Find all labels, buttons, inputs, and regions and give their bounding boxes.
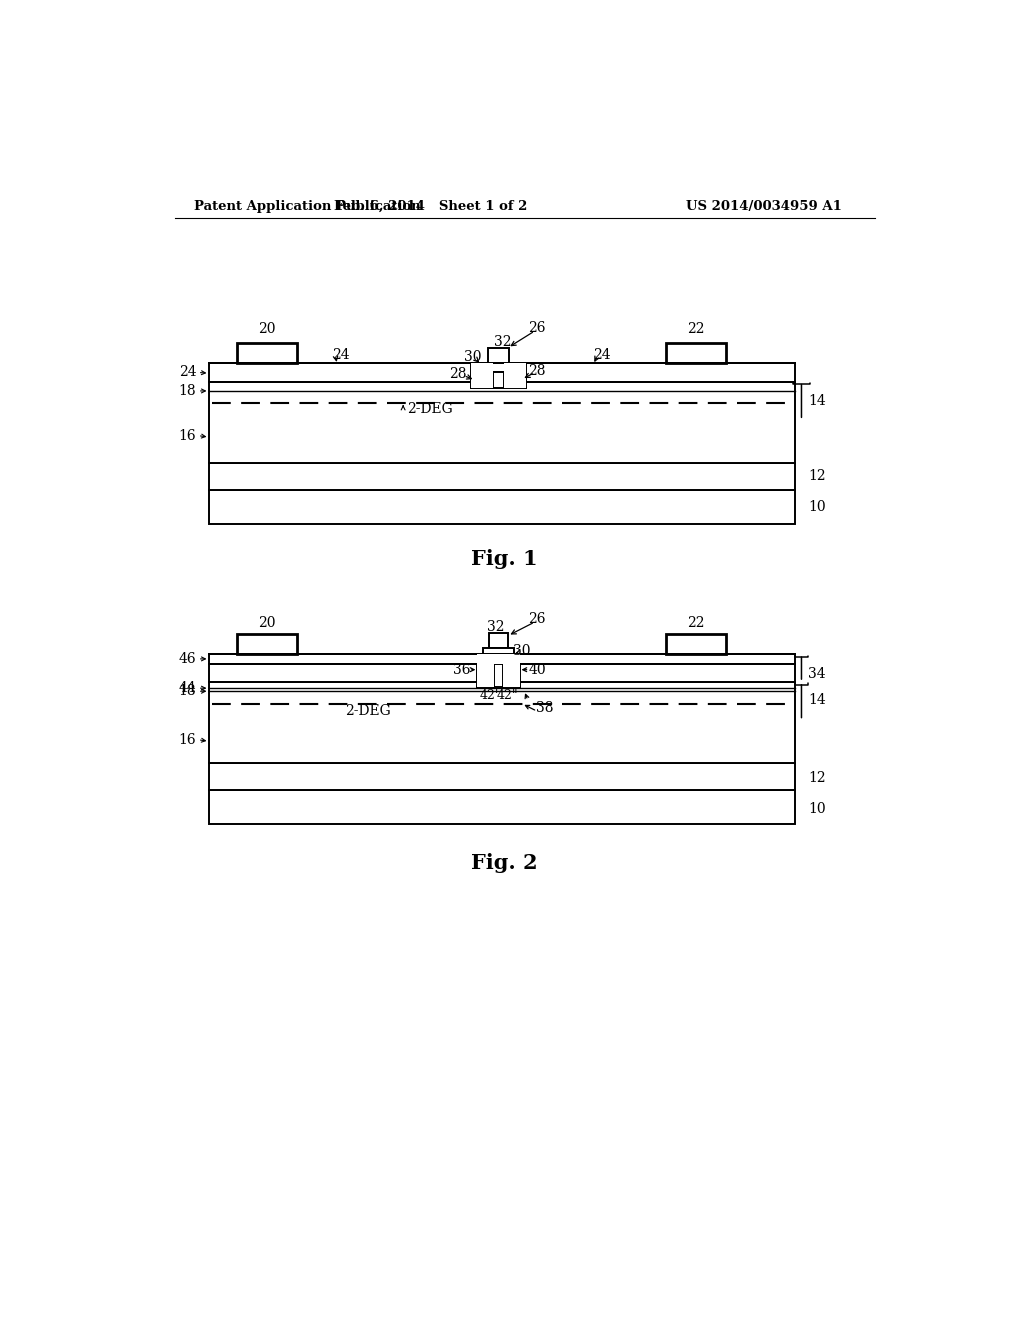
Bar (489, 632, 508, 648)
Bar (209, 381, 795, 462)
Text: 14: 14 (809, 693, 826, 708)
Bar (237, 635, 297, 655)
Text: 42': 42' (479, 689, 499, 702)
Bar (483, 648, 514, 655)
Text: 18: 18 (178, 384, 197, 397)
Text: Fig. 2: Fig. 2 (471, 853, 538, 873)
Text: 20: 20 (258, 322, 275, 337)
Text: 2-DEG: 2-DEG (345, 705, 391, 718)
Bar (209, 789, 795, 825)
Text: 24: 24 (594, 347, 611, 362)
Bar (483, 655, 514, 664)
Text: 44: 44 (178, 681, 197, 696)
Text: 46: 46 (178, 652, 197, 665)
Text: 12: 12 (809, 469, 826, 483)
Text: 42": 42" (497, 689, 518, 702)
Bar (209, 462, 795, 490)
Text: 16: 16 (178, 429, 197, 442)
Bar (209, 363, 795, 381)
Text: 28: 28 (449, 367, 466, 381)
Text: 30: 30 (464, 350, 481, 364)
Bar (666, 635, 726, 655)
Text: 40: 40 (528, 663, 546, 677)
Text: US 2014/0034959 A1: US 2014/0034959 A1 (686, 199, 842, 213)
Text: Feb. 6, 2014   Sheet 1 of 2: Feb. 6, 2014 Sheet 1 of 2 (334, 199, 527, 213)
Text: 28: 28 (528, 364, 546, 378)
Bar (666, 343, 726, 363)
Bar (209, 664, 795, 682)
Bar (503, 664, 520, 686)
Bar (477, 664, 494, 686)
Text: 26: 26 (528, 321, 546, 335)
Text: 20: 20 (258, 616, 275, 631)
Text: 32: 32 (494, 335, 511, 348)
Text: 16: 16 (178, 733, 197, 747)
Text: 18: 18 (178, 684, 197, 698)
Text: 24: 24 (333, 347, 350, 362)
Text: 38: 38 (536, 701, 553, 715)
Text: 24: 24 (178, 366, 197, 379)
Text: 22: 22 (687, 616, 705, 631)
Text: 32: 32 (486, 619, 504, 634)
Bar (209, 682, 795, 763)
Text: 22: 22 (687, 322, 705, 337)
Text: 30: 30 (513, 644, 530, 659)
Bar (477, 655, 520, 664)
Bar (209, 655, 795, 664)
Text: 14: 14 (809, 393, 826, 408)
Text: 36: 36 (453, 663, 470, 677)
Text: Patent Application Publication: Patent Application Publication (194, 199, 421, 213)
Text: Fig. 1: Fig. 1 (471, 549, 538, 569)
Bar (504, 363, 525, 388)
Bar (494, 655, 503, 686)
Bar (493, 372, 504, 388)
Bar (209, 490, 795, 524)
Bar (481, 363, 515, 372)
Bar (471, 363, 493, 388)
Text: 10: 10 (809, 803, 826, 816)
Text: 10: 10 (809, 500, 826, 515)
Text: 2-DEG: 2-DEG (407, 403, 453, 416)
Text: 26: 26 (528, 612, 546, 626)
Text: 12: 12 (809, 771, 826, 785)
Bar (209, 763, 795, 789)
Text: 34: 34 (809, 668, 826, 681)
Bar (487, 348, 509, 363)
Bar (237, 343, 297, 363)
